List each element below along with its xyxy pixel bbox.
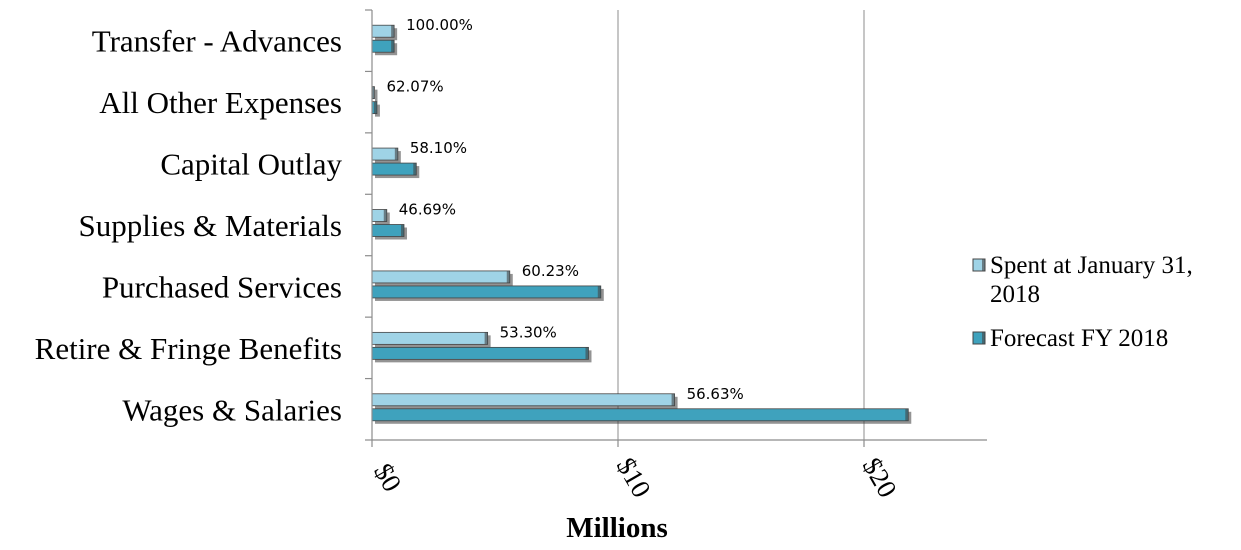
data-label: 100.00%	[406, 16, 473, 34]
legend-label: Spent at January 31, 2018	[990, 252, 1193, 308]
data-labels: 100.00% 62.07% 58.10% 46.69% 60.23% 53.30% 56.…	[386, 16, 743, 403]
x-tick-label: $20	[857, 452, 903, 502]
bar-forecast	[371, 346, 592, 363]
data-label: 62.07%	[386, 78, 443, 96]
category-label: Purchased Services	[102, 269, 342, 304]
data-label: 56.63%	[687, 385, 744, 403]
bar-forecast	[371, 101, 380, 117]
category-label: Capital Outlay	[160, 147, 342, 182]
legend-item: Forecast FY 2018	[972, 325, 1168, 352]
category-label: Wages & Salaries	[122, 392, 342, 427]
category-labels: Transfer - Advances All Other Expenses Cap…	[35, 24, 343, 428]
category-label: All Other Expenses	[99, 85, 342, 120]
data-label: 46.69%	[399, 201, 456, 219]
bar-spent	[371, 209, 390, 225]
category-label: Transfer - Advances	[92, 24, 342, 59]
bar-spent	[371, 270, 513, 286]
category-label: Retire & Fringe Benefits	[35, 331, 342, 366]
data-label: 53.30%	[500, 323, 557, 341]
data-label: 58.10%	[410, 139, 467, 157]
data-label: 60.23%	[522, 262, 579, 280]
bar-forecast	[371, 162, 420, 179]
axes	[365, 9, 987, 447]
bar-forecast	[371, 408, 912, 424]
bar-spent	[371, 147, 401, 164]
bar-forecast	[371, 285, 604, 301]
x-axis-title: Millions	[566, 512, 668, 544]
bar-spent	[371, 331, 491, 348]
bars	[371, 24, 912, 424]
bar-forecast	[371, 39, 398, 56]
bar-spent	[371, 393, 678, 409]
bar-forecast	[371, 224, 407, 240]
legend-label: Forecast FY 2018	[990, 325, 1168, 352]
x-tick-labels: $0 $10 $20	[368, 452, 903, 502]
x-tick-label: $0	[368, 458, 407, 496]
bar-spent	[371, 24, 398, 41]
gridlines	[617, 10, 865, 440]
x-tick-label: $10	[611, 452, 657, 502]
legend: Spent at January 31, 2018 Forecast FY 2018	[972, 252, 1193, 352]
legend-item: Spent at January 31, 2018	[972, 252, 1193, 308]
category-label: Supplies & Materials	[79, 208, 342, 243]
